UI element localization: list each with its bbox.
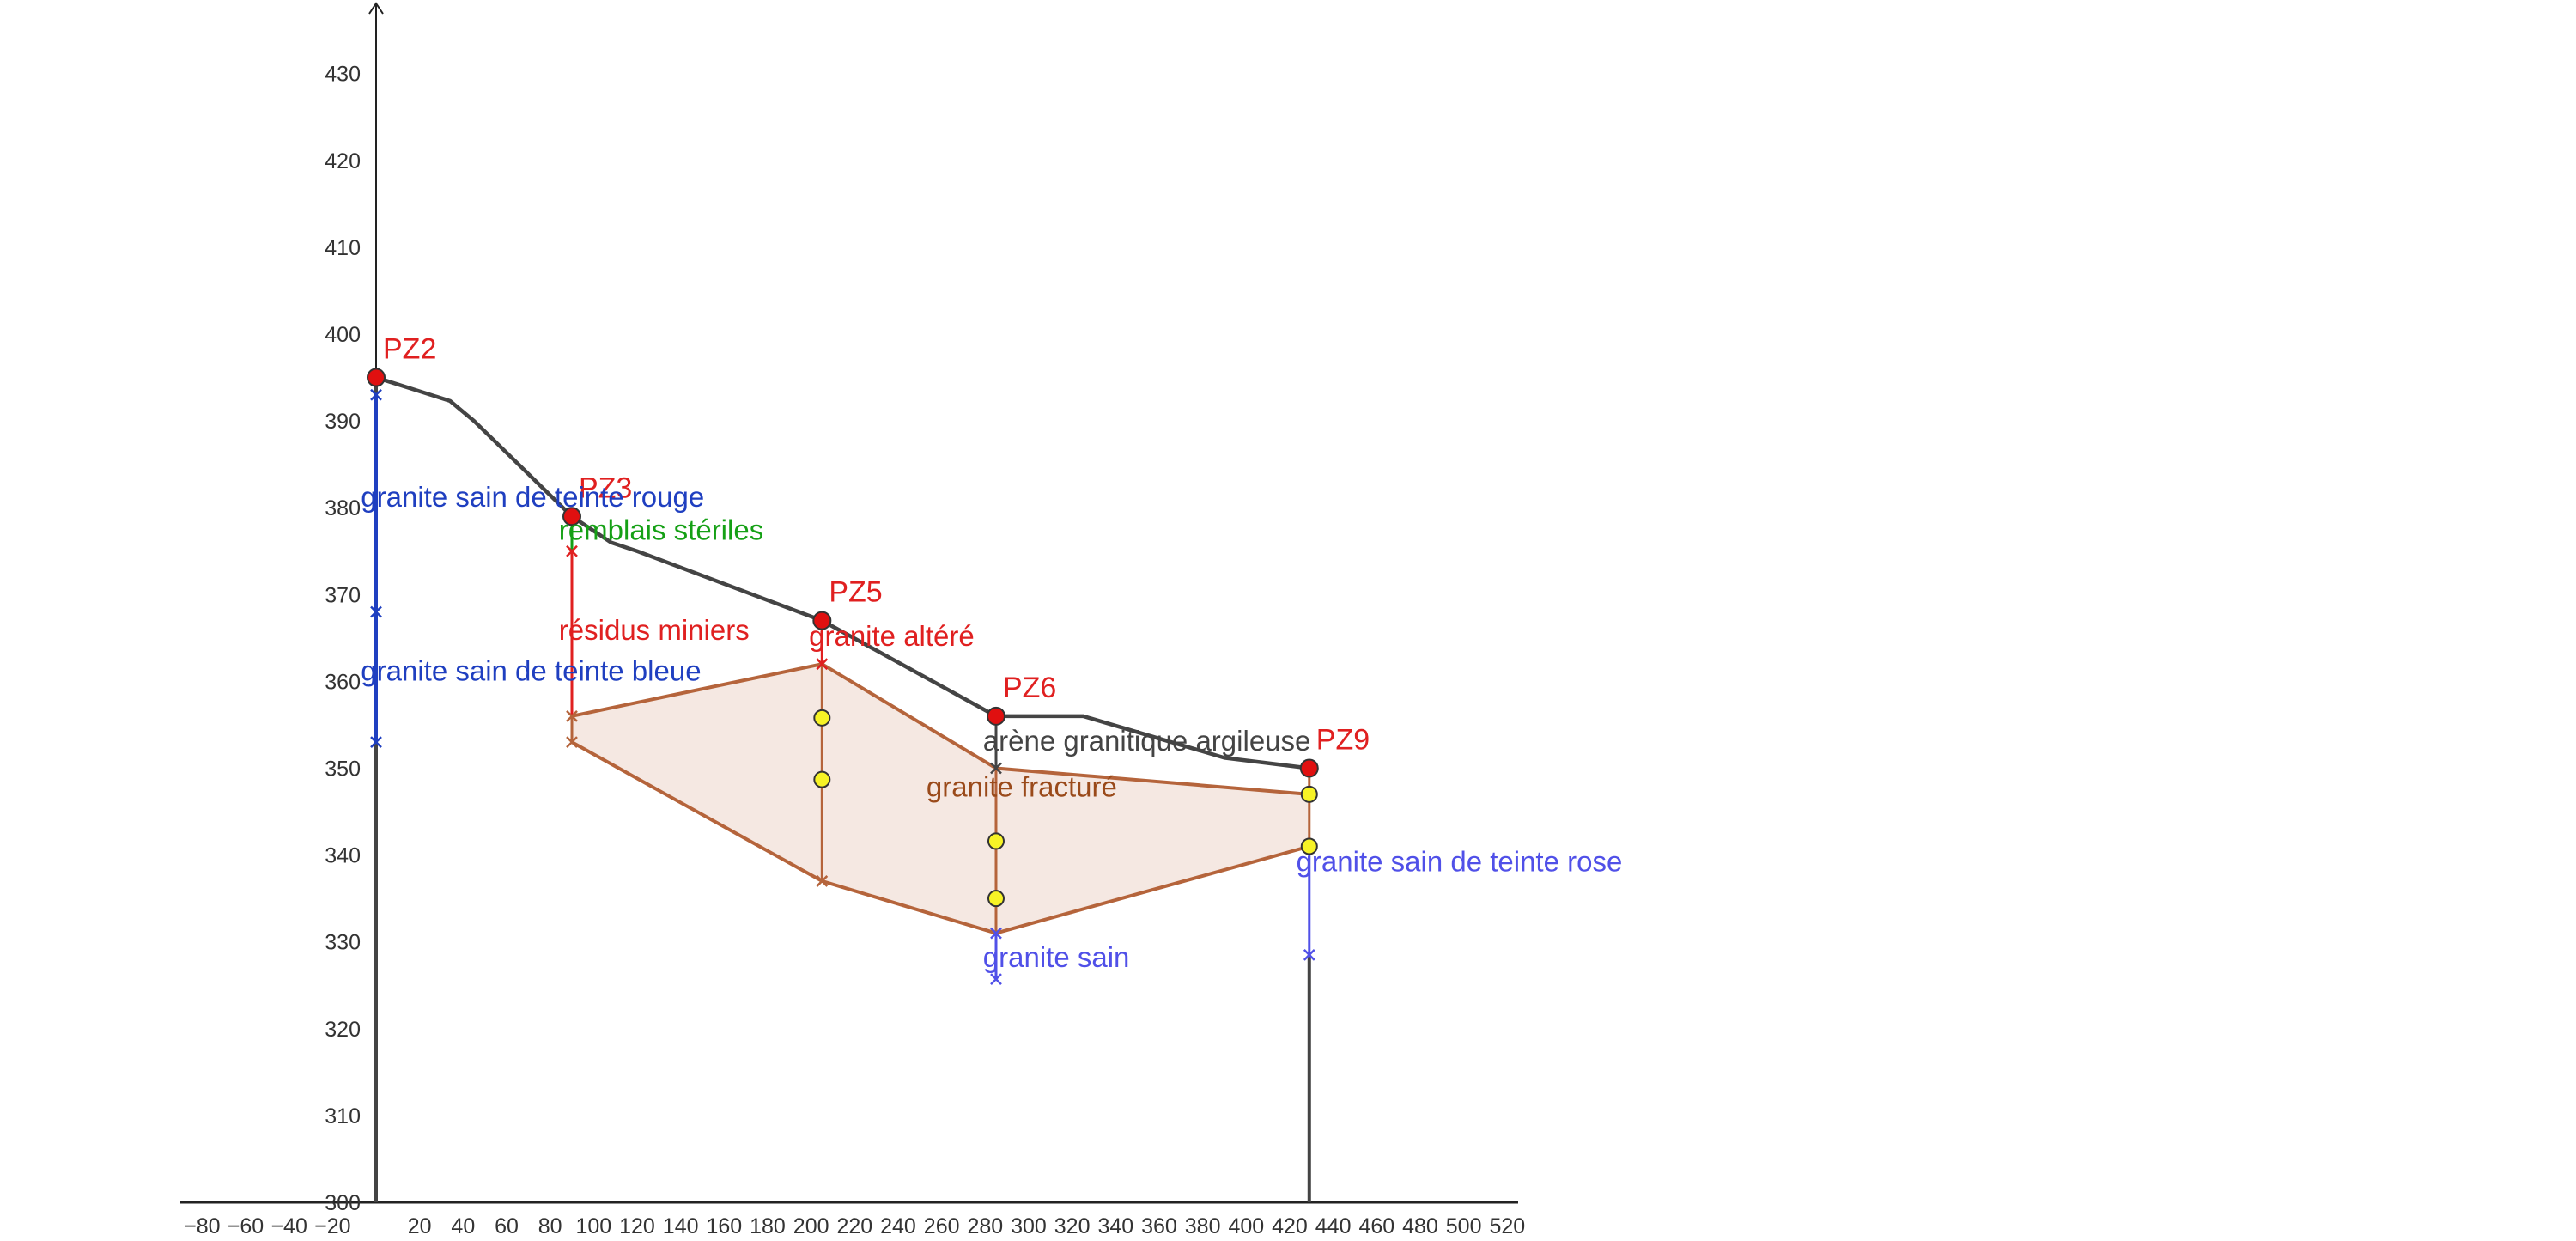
boundary-marker-icon (370, 736, 382, 749)
label-remblais: remblais stériles (559, 514, 763, 545)
label-granite-sain: granite sain (983, 941, 1130, 973)
label-residus: résidus miniers (559, 614, 750, 646)
x-tick-label: 200 (793, 1214, 829, 1238)
piezometer-label: PZ9 (1316, 724, 1370, 757)
y-axis-arrow-icon (368, 2, 384, 15)
water-level-point (987, 890, 1005, 908)
x-tick-label: 220 (836, 1214, 872, 1238)
x-tick-label: 300 (1011, 1214, 1047, 1238)
label-granite-rouge: granite sain de teinte rouge (361, 481, 704, 513)
y-tick-label: 420 (325, 149, 361, 173)
x-tick-label: 500 (1446, 1214, 1482, 1238)
label-granite-bleue: granite sain de teinte bleue (361, 654, 701, 686)
water-level-point (1300, 785, 1318, 803)
boundary-marker-icon (566, 709, 578, 722)
fractured-zone-fill (572, 664, 1309, 934)
y-tick-label: 350 (325, 757, 361, 782)
x-tick-label: 320 (1054, 1214, 1091, 1238)
piezometer-label: PZ6 (1003, 672, 1056, 704)
label-granite-altere: granite altéré (809, 620, 975, 652)
x-tick-label: 180 (750, 1214, 786, 1238)
x-tick-label: 260 (924, 1214, 960, 1238)
boundary-marker-icon (816, 875, 829, 887)
ground-surface-profile (375, 375, 1310, 770)
boundary-marker-icon (990, 762, 1002, 775)
fractured-granite-zone (571, 662, 1310, 935)
x-tick-label: 140 (663, 1214, 699, 1238)
x-tick-label: 520 (1489, 1214, 1525, 1238)
boundary-marker-icon (816, 658, 829, 671)
x-tick-label: −40 (270, 1214, 307, 1238)
layer-boundary-markers (370, 388, 1315, 986)
x-tick-label: 420 (1272, 1214, 1308, 1238)
piezometer-point (986, 706, 1005, 726)
piezometer-label: PZ3 (579, 471, 632, 504)
y-tick-label: 410 (325, 236, 361, 260)
boundary-marker-icon (990, 927, 1002, 940)
x-tick-label: 380 (1185, 1214, 1221, 1238)
fractured-zone-bottom (571, 740, 1310, 935)
x-tick-label: −20 (314, 1214, 350, 1238)
y-tick-label: 310 (325, 1104, 361, 1128)
x-tick-label: −80 (184, 1214, 220, 1238)
x-tick-label: 480 (1402, 1214, 1438, 1238)
y-tick-label: 380 (325, 496, 361, 520)
label-granite-fracture: granite fracturé (927, 771, 1117, 803)
piezometer-point (562, 507, 581, 526)
water-level-point (987, 832, 1005, 850)
x-tick-label: 80 (538, 1214, 562, 1238)
piezometer-label: PZ5 (829, 576, 882, 609)
boundary-marker-icon (370, 605, 382, 618)
y-tick-label: 300 (325, 1191, 361, 1215)
boundary-marker-icon (370, 388, 382, 401)
x-tick-label: 400 (1228, 1214, 1264, 1238)
piezometer-label: PZ2 (383, 333, 436, 366)
boundary-marker-icon (990, 973, 1002, 986)
water-level-point (813, 770, 831, 788)
boundary-marker-icon (566, 736, 578, 749)
y-tick-label: 430 (325, 63, 361, 87)
label-granite-rose: granite sain de teinte rose (1297, 846, 1623, 878)
x-tick-label: 280 (967, 1214, 1003, 1238)
x-tick-label: 120 (619, 1214, 655, 1238)
x-tick-label: 440 (1315, 1214, 1352, 1238)
layer-labels: PZ2 PZ3 PZ5 PZ6 PZ9 granite sain de teinte ro… (361, 333, 1622, 973)
y-tick-label: 320 (325, 1018, 361, 1042)
boundary-marker-icon (566, 544, 578, 557)
y-tick-label: 330 (325, 931, 361, 955)
y-tick-label: 340 (325, 844, 361, 868)
x-tick-label: 20 (408, 1214, 432, 1238)
x-tick-label: 460 (1358, 1214, 1394, 1238)
x-tick-label: 340 (1097, 1214, 1133, 1238)
piezometer-point (367, 368, 386, 387)
x-tick-label: 160 (706, 1214, 742, 1238)
y-tick-label: 360 (325, 670, 361, 694)
y-tick-label: 390 (325, 410, 361, 434)
x-tick-label: 60 (495, 1214, 519, 1238)
piezometer-point (812, 611, 832, 630)
boundary-marker-icon (1303, 948, 1315, 961)
y-tick-label: 370 (325, 583, 361, 607)
x-tick-label: 240 (880, 1214, 916, 1238)
water-level-point (1300, 837, 1318, 855)
axes: −80 −60 −40 −20 20 40 60 80 100 120 140 160 180 200 22… (180, 2, 1525, 1238)
measurement-points (367, 368, 1319, 908)
water-level-point (813, 709, 831, 727)
piezometer-point (1299, 758, 1319, 778)
x-tick-label: −60 (228, 1214, 264, 1238)
x-tick-label: 100 (575, 1214, 611, 1238)
ground-profile-line (375, 375, 1310, 770)
fractured-zone-top (571, 662, 1309, 796)
label-arene: arène granitique argileuse (983, 725, 1311, 757)
x-tick-label: 40 (451, 1214, 475, 1238)
x-tick-label: 360 (1141, 1214, 1177, 1238)
y-tick-label: 400 (325, 323, 361, 347)
